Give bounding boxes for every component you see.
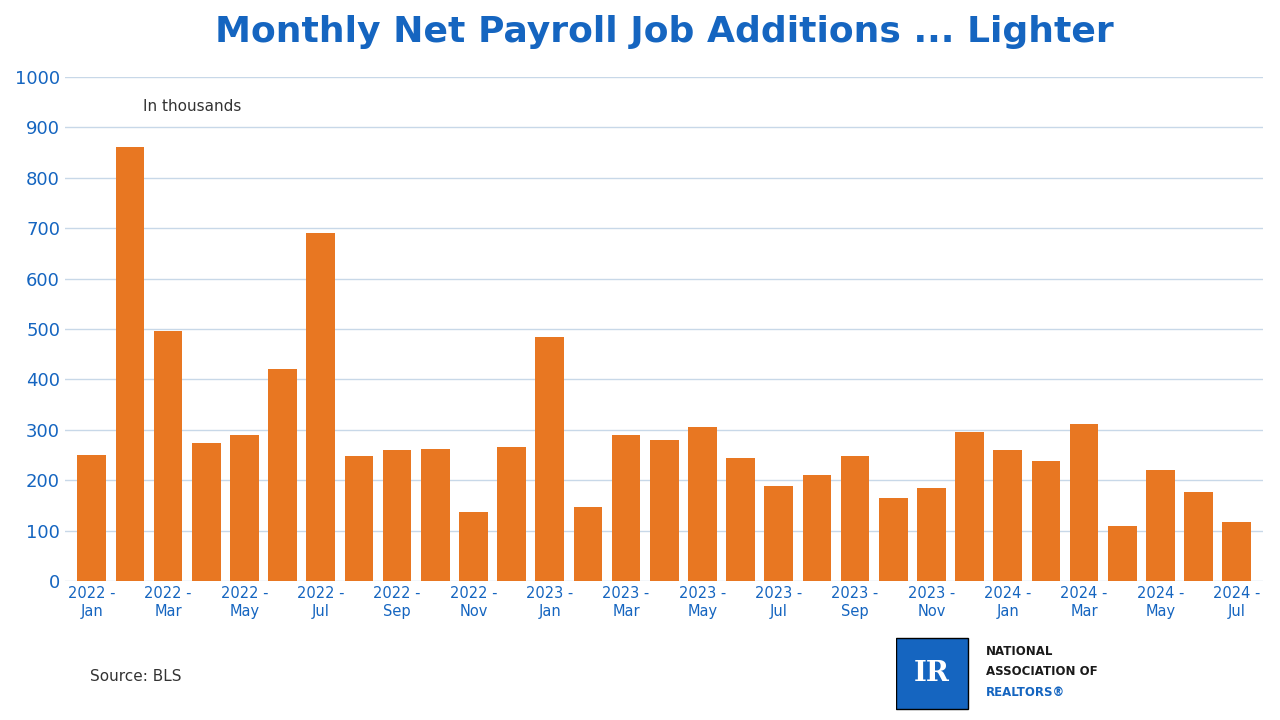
Bar — [764, 487, 794, 581]
Bar — [497, 446, 526, 581]
Bar — [726, 458, 755, 581]
Text: ASSOCIATION OF: ASSOCIATION OF — [986, 665, 1097, 678]
Bar — [650, 440, 678, 581]
Bar — [1032, 462, 1060, 581]
Bar — [535, 336, 564, 581]
Text: REALTORS®: REALTORS® — [986, 685, 1065, 698]
Bar — [269, 369, 297, 581]
Bar — [230, 435, 259, 581]
Bar — [612, 435, 640, 581]
Bar — [803, 475, 831, 581]
Text: IR: IR — [914, 660, 950, 687]
Bar — [115, 148, 145, 581]
FancyBboxPatch shape — [896, 638, 968, 708]
Bar — [916, 488, 946, 581]
Bar — [344, 456, 374, 581]
Bar — [993, 450, 1021, 581]
Bar — [573, 507, 602, 581]
Bar — [1108, 526, 1137, 581]
Bar — [1184, 492, 1213, 581]
Bar — [421, 449, 449, 581]
Bar — [689, 428, 717, 581]
Text: In thousands: In thousands — [143, 99, 241, 114]
Bar — [306, 233, 335, 581]
Bar — [77, 455, 106, 581]
Text: NATIONAL: NATIONAL — [986, 644, 1053, 657]
Text: Source: BLS: Source: BLS — [90, 669, 180, 684]
Bar — [460, 512, 488, 581]
Bar — [841, 456, 869, 581]
Bar — [955, 433, 984, 581]
Bar — [383, 450, 411, 581]
Bar — [1070, 424, 1098, 581]
Bar — [192, 443, 220, 581]
Bar — [154, 330, 182, 581]
Bar — [1222, 522, 1251, 581]
Bar — [1146, 470, 1175, 581]
Title: Monthly Net Payroll Job Additions ... Lighter: Monthly Net Payroll Job Additions ... Li… — [215, 15, 1114, 49]
Bar — [879, 498, 908, 581]
